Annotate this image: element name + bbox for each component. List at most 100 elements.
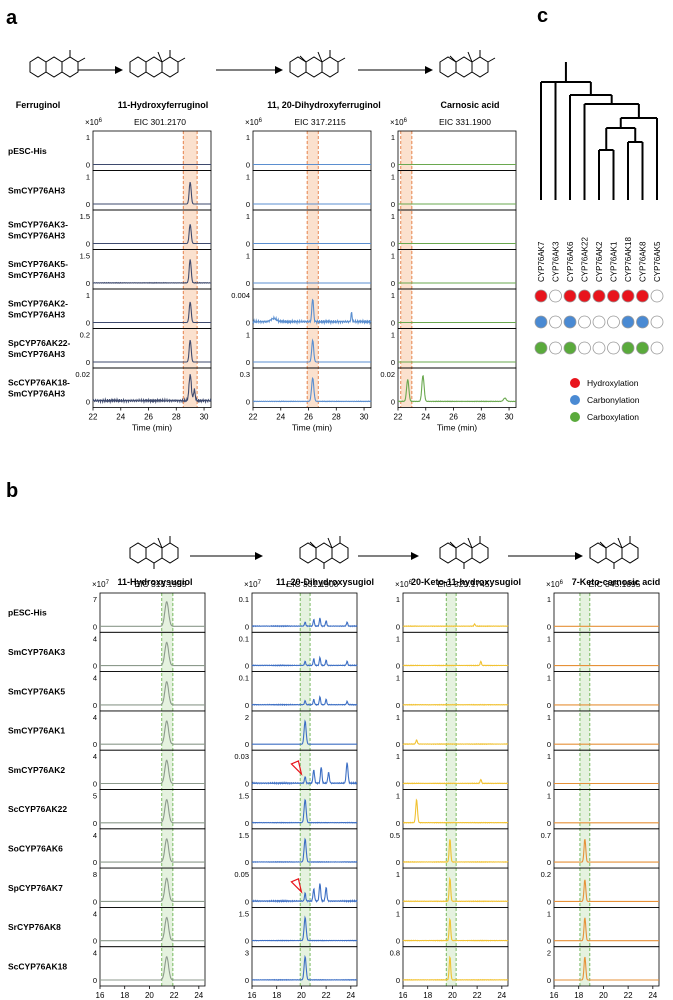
y-zero-tick-label: 0 (86, 240, 90, 249)
x-tick-label: 16 (96, 991, 105, 1000)
activity-circle (621, 289, 635, 303)
structure-11-hydroxyferruginol (129, 50, 186, 78)
y-top-tick-label: 1 (396, 792, 400, 801)
structure-11-20-dihydroxysugiol (299, 536, 349, 569)
activity-circle (636, 289, 649, 303)
y-top-tick-label: 4 (93, 674, 97, 683)
y-top-tick-label: 1.5 (80, 252, 90, 261)
multiplier-label: ×106 (85, 118, 103, 127)
y-top-tick-label: 0.03 (234, 752, 249, 761)
trace-frame (92, 367, 212, 408)
activity-circle (592, 315, 606, 329)
activity-circle (549, 289, 562, 303)
y-top-tick-label: 1 (391, 212, 395, 221)
y-top-tick-label: 0.2 (541, 870, 551, 879)
chromatogram-trace (100, 955, 205, 981)
y-top-tick-label: 1.5 (239, 831, 249, 840)
x-tick-label: 18 (272, 991, 281, 1000)
peak-marker-triangle (290, 760, 303, 776)
x-tick-label: 22 (394, 413, 403, 422)
enzyme-label: CYP76AK7 (537, 241, 546, 282)
y-top-tick-label: 1 (391, 291, 395, 300)
activity-circle (549, 315, 562, 329)
x-tick-label: 18 (574, 991, 583, 1000)
chromatogram-trace (402, 622, 509, 628)
x-tick-label: 16 (248, 991, 257, 1000)
chromatogram-trace (403, 798, 509, 824)
chromatogram-trace (252, 298, 372, 326)
strain-label: SmCYP76AK5-SmCYP76AH3 (8, 259, 68, 280)
strain-label: pESC-His (8, 608, 47, 618)
x-tick-label: 28 (172, 413, 181, 422)
strain-label: ScCYP76AK18-SmCYP76AH3 (8, 377, 70, 398)
enzyme-label: CYP76AK6 (566, 241, 575, 282)
eic-label: EIC 329.1745 (438, 579, 490, 589)
chromatogram-trace (100, 720, 205, 745)
enzyme-label: CYP76AK3 (552, 241, 561, 282)
y-zero-tick-label: 0 (547, 780, 551, 789)
y-top-tick-label: 1 (396, 870, 400, 879)
panel-label-a: a (6, 7, 18, 29)
y-zero-tick-label: 0 (246, 279, 250, 288)
chromatogram-trace (93, 224, 211, 245)
y-top-tick-label: 5 (93, 792, 97, 801)
y-top-tick-label: 3 (245, 949, 249, 958)
activity-circle (549, 341, 562, 355)
y-top-tick-label: 0.1 (239, 674, 249, 683)
y-top-tick-label: 1 (86, 173, 90, 182)
activity-circle (621, 341, 635, 355)
y-zero-tick-label: 0 (93, 780, 97, 789)
y-zero-tick-label: 0 (391, 200, 395, 209)
y-zero-tick-label: 0 (391, 358, 395, 367)
y-zero-tick-label: 0 (245, 701, 249, 710)
x-tick-label: 22 (473, 991, 482, 1000)
chromatogram-trace (252, 719, 357, 745)
y-zero-tick-label: 0 (547, 622, 551, 631)
chromatogram-trace (402, 955, 509, 981)
enzyme-label: CYP76AK2 (595, 241, 604, 282)
y-zero-tick-label: 0 (93, 937, 97, 946)
x-tick-label: 24 (194, 991, 203, 1000)
x-tick-label: 26 (144, 413, 153, 422)
compound-name: 11-Hydroxysugiol (117, 577, 192, 587)
y-zero-tick-label: 0 (93, 662, 97, 671)
chromatogram-trace (251, 695, 358, 707)
y-top-tick-label: 0.5 (390, 831, 400, 840)
y-top-tick-label: 1 (396, 595, 400, 604)
strain-label: SmCYP76AK3-SmCYP76AH3 (8, 219, 68, 240)
y-zero-tick-label: 0 (547, 897, 551, 906)
y-zero-tick-label: 0 (391, 279, 395, 288)
x-tick-label: 20 (297, 991, 306, 1000)
activity-circle (650, 315, 664, 329)
chromatogram-trace (252, 837, 358, 863)
x-tick-label: 28 (477, 413, 486, 422)
y-zero-tick-label: 0 (246, 398, 250, 407)
chromatogram-trace (554, 956, 659, 981)
y-zero-tick-label: 0 (547, 740, 551, 749)
legend-label: Carboxylation (587, 412, 639, 422)
y-top-tick-label: 7 (93, 595, 97, 604)
chromatogram-trace (251, 762, 358, 786)
legend-swatch (570, 395, 580, 405)
multiplier-label: ×106 (390, 118, 408, 127)
chromatogram-trace (92, 374, 212, 405)
y-zero-tick-label: 0 (396, 662, 400, 671)
y-top-tick-label: 0.3 (240, 370, 250, 379)
y-top-tick-label: 8 (93, 870, 97, 879)
eic-label: EIC 345.1695 (589, 579, 641, 589)
activity-circle (534, 341, 548, 355)
y-zero-tick-label: 0 (391, 240, 395, 249)
y-top-tick-label: 1 (547, 909, 551, 918)
structure-11-hydroxysugiol (129, 536, 179, 569)
y-zero-tick-label: 0 (93, 701, 97, 710)
chromatogram-trace (100, 877, 205, 902)
y-top-tick-label: 1 (246, 331, 250, 340)
x-tick-label: 30 (360, 413, 369, 422)
y-zero-tick-label: 0 (547, 662, 551, 671)
trace-frame (252, 367, 372, 408)
x-tick-label: 20 (448, 991, 457, 1000)
panel-b-chromatograms: pESC-His SmCYP76AK3 SmCYP76AK5 SmCYP76AK1 Sm… (8, 579, 660, 1000)
strain-label: SmCYP76AK3 (8, 647, 65, 657)
x-tick-label: 20 (599, 991, 608, 1000)
y-top-tick-label: 1 (547, 792, 551, 801)
